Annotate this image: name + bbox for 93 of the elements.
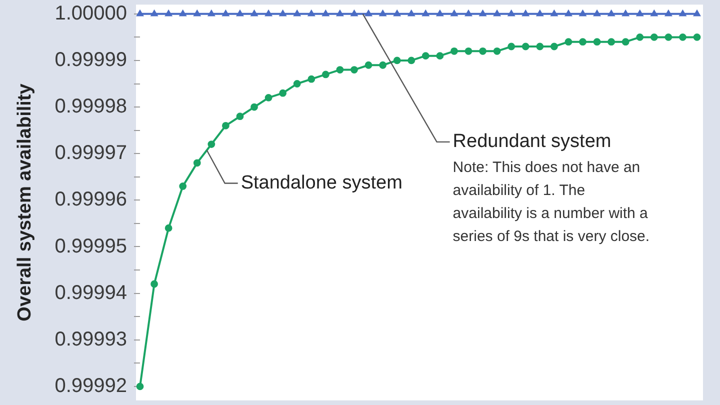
- point: [464, 47, 472, 55]
- point: [379, 61, 386, 69]
- point: [479, 10, 486, 16]
- point: [436, 10, 444, 16]
- point: [164, 224, 172, 232]
- point: [364, 10, 372, 16]
- point: [650, 33, 658, 41]
- point: [693, 33, 701, 41]
- point: [693, 10, 701, 16]
- y-axis-title: Overall system availability: [14, 83, 36, 322]
- y-tick-label: 1.00000: [54, 2, 127, 24]
- point: [479, 47, 486, 55]
- point: [450, 47, 458, 55]
- point: [422, 10, 430, 16]
- point: [664, 33, 672, 41]
- point: [393, 10, 401, 16]
- point: [650, 10, 658, 16]
- point: [279, 89, 287, 97]
- point: [493, 47, 501, 55]
- point: [264, 10, 272, 16]
- point: [622, 10, 630, 16]
- point: [564, 10, 572, 16]
- point: [508, 42, 516, 50]
- y-tick-label: 0.99993: [54, 328, 127, 350]
- point: [336, 10, 344, 16]
- point: [536, 10, 544, 16]
- series-label: Standalone system: [240, 172, 402, 194]
- point: [308, 75, 316, 83]
- point: [293, 80, 301, 88]
- point: [493, 10, 501, 16]
- point: [193, 159, 201, 167]
- y-tick-label: 0.99994: [54, 282, 127, 304]
- point: [508, 10, 515, 16]
- y-tick-label: 0.99997: [54, 142, 127, 164]
- y-tick-label: 0.99995: [54, 235, 127, 258]
- point: [194, 10, 201, 16]
- text: Redundant system: [452, 131, 612, 152]
- point: [522, 10, 530, 16]
- point: [593, 38, 601, 46]
- point: [179, 10, 186, 16]
- point: [179, 182, 187, 190]
- point: [593, 10, 601, 16]
- y-tick-label: 0.99999: [54, 48, 127, 71]
- point: [464, 10, 472, 16]
- point: [379, 10, 386, 16]
- point: [350, 10, 358, 16]
- point: [208, 140, 216, 148]
- point: [550, 10, 558, 16]
- point: [236, 10, 244, 16]
- point: [393, 56, 401, 64]
- point: [522, 42, 530, 50]
- point: [293, 10, 301, 16]
- point: [264, 94, 272, 102]
- point: [608, 10, 615, 16]
- point: [579, 38, 586, 46]
- point: [636, 33, 644, 41]
- y-tick-label: 0.99996: [54, 188, 127, 211]
- point: [622, 38, 630, 46]
- point: [150, 10, 158, 16]
- point: [136, 382, 144, 390]
- point: [208, 10, 216, 16]
- point: [636, 10, 644, 16]
- point: [336, 66, 344, 74]
- point: [350, 66, 358, 74]
- point: [679, 10, 686, 16]
- point: [308, 10, 316, 16]
- point: [236, 112, 244, 120]
- point: [164, 10, 172, 16]
- point: [408, 10, 415, 16]
- annotation: Note: This does not have an availability of 1. The availability is a number with a series of 9s that is very close.: [452, 159, 650, 246]
- y-tick-label: 0.99992: [54, 374, 127, 397]
- point: [364, 61, 372, 69]
- point: [450, 10, 458, 16]
- point: [608, 38, 616, 46]
- point: [322, 10, 330, 16]
- point: [250, 103, 258, 111]
- point: [222, 10, 230, 16]
- point: [136, 10, 144, 16]
- y-tick-label: 0.99998: [54, 96, 127, 118]
- point: [550, 42, 558, 50]
- point: [679, 33, 686, 41]
- point: [436, 52, 444, 60]
- point: [279, 10, 286, 16]
- point: [250, 10, 258, 16]
- point: [664, 10, 672, 16]
- point: [150, 280, 158, 288]
- point: [564, 38, 572, 46]
- point: [579, 10, 586, 16]
- point: [222, 122, 230, 130]
- point: [322, 70, 330, 78]
- point: [536, 42, 544, 50]
- point: [408, 56, 416, 64]
- point: [422, 52, 430, 60]
